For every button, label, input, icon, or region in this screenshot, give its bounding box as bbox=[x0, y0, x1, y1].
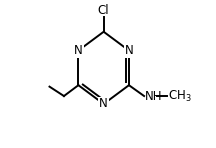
Text: N: N bbox=[74, 44, 83, 57]
Text: Cl: Cl bbox=[98, 4, 110, 17]
Text: CH$_3$: CH$_3$ bbox=[168, 89, 192, 104]
Text: N: N bbox=[125, 44, 133, 57]
Text: NH: NH bbox=[145, 90, 162, 103]
Text: N: N bbox=[99, 98, 108, 110]
